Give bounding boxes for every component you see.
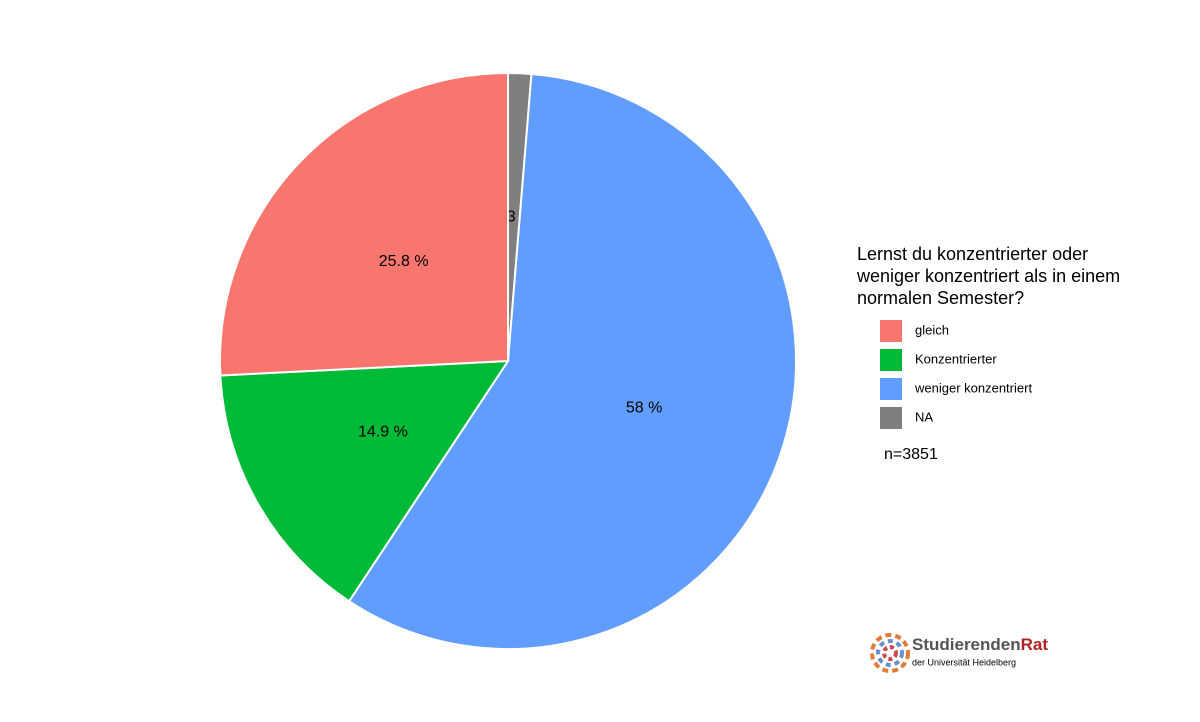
logo-subtitle: der Universität Heidelberg bbox=[912, 657, 1016, 667]
logo-icon bbox=[870, 633, 910, 673]
slice-label: 58 % bbox=[626, 399, 662, 416]
legend-title: Lernst du konzentrierter oder bbox=[857, 244, 1088, 264]
pie-slice bbox=[219, 359, 510, 603]
legend-label: weniger konzentriert bbox=[914, 380, 1032, 395]
legend-title: weniger konzentriert als in einem bbox=[856, 266, 1120, 286]
sample-size: n=3851 bbox=[884, 446, 938, 463]
legend-label: gleich bbox=[915, 322, 949, 337]
slice-label: 25.8 % bbox=[379, 253, 429, 270]
legend-key bbox=[880, 349, 902, 371]
pie-slice bbox=[219, 71, 509, 377]
legend-label: NA bbox=[915, 409, 933, 424]
legend-key bbox=[880, 378, 902, 400]
legend-title: normalen Semester? bbox=[857, 288, 1024, 308]
logo-name: StudierendenRat bbox=[912, 635, 1048, 654]
logo-name-main: Studierenden bbox=[912, 635, 1021, 654]
pie-slice bbox=[347, 72, 797, 650]
logo: StudierendenRat der Universität Heidelbe… bbox=[870, 633, 1048, 673]
legend-key bbox=[880, 320, 902, 342]
logo-name-accent: Rat bbox=[1021, 635, 1049, 654]
slice-label: 14.9 % bbox=[358, 424, 408, 441]
legend-key bbox=[880, 407, 902, 429]
legend-label: Konzentrierter bbox=[915, 351, 997, 366]
pie: 1.3 %58 %14.9 %25.8 % bbox=[219, 71, 797, 650]
